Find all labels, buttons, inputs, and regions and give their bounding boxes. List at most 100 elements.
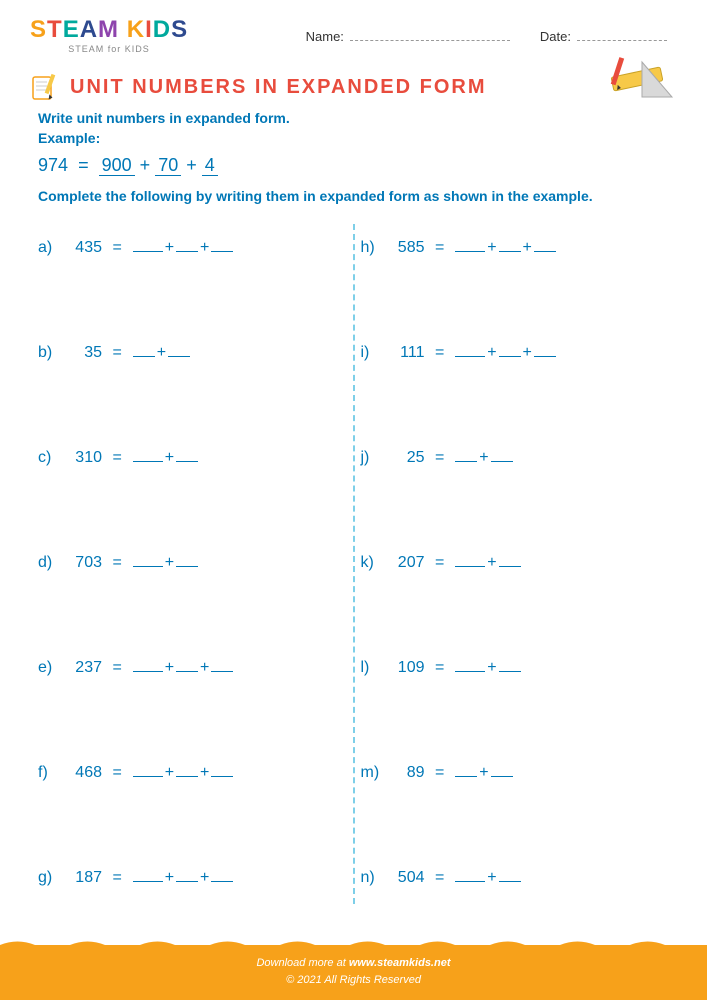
problem-number: 310	[66, 449, 108, 467]
answer-blank[interactable]	[534, 238, 556, 252]
problem: b)35 = +	[38, 329, 347, 376]
answer-blank[interactable]	[133, 448, 163, 462]
answer-blank[interactable]	[176, 448, 198, 462]
problem-letter: f)	[38, 764, 66, 782]
answer-blank[interactable]	[499, 343, 521, 357]
answer-blank[interactable]	[211, 868, 233, 882]
title-row: UNIT NUMBERS IN EXPANDED FORM	[0, 62, 707, 102]
answer-blank[interactable]	[176, 658, 198, 672]
problem-letter: j)	[361, 449, 389, 467]
problem: i)111 = + +	[361, 329, 670, 376]
notepad-pencil-icon	[30, 72, 60, 102]
name-input-line[interactable]	[350, 29, 510, 41]
problem: h)585 = + +	[361, 224, 670, 271]
answer-blank[interactable]	[491, 763, 513, 777]
left-column: a)435 = + + b)35 = + c)310 = + d)703 = +…	[38, 224, 347, 906]
answer-blank[interactable]	[455, 763, 477, 777]
logo: STEAM KIDS STEAM for KIDS	[30, 18, 188, 54]
problem-letter: m)	[361, 764, 389, 782]
answer-blank[interactable]	[499, 553, 521, 567]
name-field: Name:	[306, 29, 510, 44]
problem: d)703 = +	[38, 539, 347, 586]
problem-letter: a)	[38, 239, 66, 257]
logo-subtitle: STEAM for KIDS	[68, 44, 150, 54]
problem: a)435 = + +	[38, 224, 347, 271]
problem: m)89 = +	[361, 749, 670, 796]
answer-blank[interactable]	[133, 763, 163, 777]
problem-number: 207	[389, 554, 431, 572]
problem-number: 35	[66, 344, 108, 362]
answer-blank[interactable]	[176, 238, 198, 252]
problem-letter: e)	[38, 659, 66, 677]
problem-letter: b)	[38, 344, 66, 362]
problem-letter: k)	[361, 554, 389, 572]
answer-blank[interactable]	[176, 553, 198, 567]
problem-number: 703	[66, 554, 108, 572]
problem: j)25 = +	[361, 434, 670, 481]
answer-blank[interactable]	[133, 868, 163, 882]
answer-blank[interactable]	[168, 343, 190, 357]
problem-number: 25	[389, 449, 431, 467]
answer-blank[interactable]	[211, 658, 233, 672]
problem-number: 89	[389, 764, 431, 782]
problem: l)109 = +	[361, 644, 670, 691]
answer-blank[interactable]	[455, 658, 485, 672]
problem: g)187 = + +	[38, 854, 347, 901]
date-input-line[interactable]	[577, 29, 667, 41]
answer-blank[interactable]	[455, 553, 485, 567]
example: 974 = 900 + 70 + 4	[0, 149, 707, 176]
right-column: h)585 = + + i)111 = + + j)25 = + k)207 =…	[361, 224, 670, 906]
problem: f)468 = + +	[38, 749, 347, 796]
instruction-text-2: Complete the following by writing them i…	[0, 176, 707, 206]
answer-blank[interactable]	[455, 238, 485, 252]
answer-blank[interactable]	[455, 343, 485, 357]
answer-blank[interactable]	[133, 343, 155, 357]
problem-letter: n)	[361, 869, 389, 887]
answer-blank[interactable]	[176, 763, 198, 777]
problem: e)237 = + +	[38, 644, 347, 691]
answer-blank[interactable]	[211, 763, 233, 777]
problem-number: 237	[66, 659, 108, 677]
problem-number: 111	[389, 344, 431, 362]
problem-number: 435	[66, 239, 108, 257]
page-header: STEAM KIDS STEAM for KIDS Name: Date:	[0, 0, 707, 62]
problem-letter: c)	[38, 449, 66, 467]
answer-blank[interactable]	[176, 868, 198, 882]
footer-copyright: © 2021 All Rights Reserved	[0, 972, 707, 989]
footer-link[interactable]: www.steamkids.net	[349, 957, 451, 969]
answer-blank[interactable]	[455, 448, 477, 462]
answer-blank[interactable]	[455, 868, 485, 882]
problem-number: 468	[66, 764, 108, 782]
name-date-fields: Name: Date:	[188, 29, 677, 44]
answer-blank[interactable]	[491, 448, 513, 462]
answer-blank[interactable]	[133, 553, 163, 567]
date-field: Date:	[540, 29, 667, 44]
footer-line-1: Download more at www.steamkids.net	[0, 955, 707, 972]
page-footer: Download more at www.steamkids.net © 202…	[0, 945, 707, 1000]
problems-area: a)435 = + + b)35 = + c)310 = + d)703 = +…	[0, 206, 707, 906]
answer-blank[interactable]	[133, 658, 163, 672]
answer-blank[interactable]	[534, 343, 556, 357]
problem-letter: i)	[361, 344, 389, 362]
name-label: Name:	[306, 29, 344, 44]
problem: n)504 = +	[361, 854, 670, 901]
problem-number: 585	[389, 239, 431, 257]
problem-letter: l)	[361, 659, 389, 677]
date-label: Date:	[540, 29, 571, 44]
problem-letter: d)	[38, 554, 66, 572]
answer-blank[interactable]	[499, 658, 521, 672]
answer-blank[interactable]	[133, 238, 163, 252]
problem: c)310 = +	[38, 434, 347, 481]
worksheet-title: UNIT NUMBERS IN EXPANDED FORM	[70, 76, 487, 99]
problem: k)207 = +	[361, 539, 670, 586]
problem-letter: g)	[38, 869, 66, 887]
answer-blank[interactable]	[499, 868, 521, 882]
problem-number: 109	[389, 659, 431, 677]
problem-number: 504	[389, 869, 431, 887]
logo-text: STEAM KIDS	[30, 18, 188, 42]
answer-blank[interactable]	[499, 238, 521, 252]
column-divider	[353, 224, 355, 904]
instruction-text: Write unit numbers in expanded form. Exa…	[0, 102, 707, 149]
problem-letter: h)	[361, 239, 389, 257]
answer-blank[interactable]	[211, 238, 233, 252]
